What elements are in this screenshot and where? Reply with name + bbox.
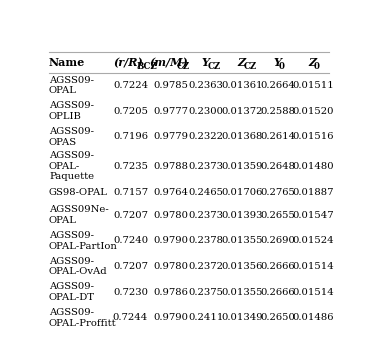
Text: 0.01480: 0.01480	[292, 162, 334, 171]
Text: 0.9780: 0.9780	[153, 262, 188, 271]
Text: 0.2765: 0.2765	[260, 188, 295, 197]
Text: 0.2373: 0.2373	[189, 211, 224, 220]
Text: AGSS09-
OPAL-PartIon: AGSS09- OPAL-PartIon	[49, 231, 118, 251]
Text: 0.01486: 0.01486	[292, 313, 334, 322]
Text: 0.01516: 0.01516	[292, 132, 334, 141]
Text: 0.2588: 0.2588	[260, 107, 295, 116]
Text: 0.01349: 0.01349	[221, 313, 263, 322]
Text: GS98-OPAL: GS98-OPAL	[49, 188, 108, 197]
Text: 0.2378: 0.2378	[189, 236, 224, 245]
Text: 0.2373: 0.2373	[189, 162, 224, 171]
Text: CZ: CZ	[207, 62, 221, 71]
Text: 0.01356: 0.01356	[221, 262, 263, 271]
Text: (r/R): (r/R)	[114, 57, 143, 68]
Text: AGSS09-
OPLIB: AGSS09- OPLIB	[49, 101, 94, 121]
Text: 0.2655: 0.2655	[260, 211, 295, 220]
Text: 0.2375: 0.2375	[189, 288, 224, 297]
Text: (m/M): (m/M)	[149, 57, 188, 68]
Text: 0.01355: 0.01355	[221, 236, 263, 245]
Text: 0: 0	[279, 62, 285, 71]
Text: 0.7196: 0.7196	[113, 132, 148, 141]
Text: 0.9790: 0.9790	[153, 313, 188, 322]
Text: 0.2666: 0.2666	[261, 288, 295, 297]
Text: 0.01514: 0.01514	[292, 262, 334, 271]
Text: 0.01524: 0.01524	[292, 236, 334, 245]
Text: 0.2614: 0.2614	[260, 132, 295, 141]
Text: 0.01368: 0.01368	[221, 132, 263, 141]
Text: 0.01361: 0.01361	[221, 81, 263, 90]
Text: 0.2666: 0.2666	[261, 262, 295, 271]
Text: 0.9790: 0.9790	[153, 236, 188, 245]
Text: Z: Z	[308, 57, 317, 68]
Text: 0.2648: 0.2648	[260, 162, 295, 171]
Text: 0.2363: 0.2363	[189, 81, 224, 90]
Text: 0.9785: 0.9785	[153, 81, 188, 90]
Text: 0.9780: 0.9780	[153, 211, 188, 220]
Text: 0.01355: 0.01355	[221, 288, 263, 297]
Text: 0.9764: 0.9764	[153, 188, 188, 197]
Text: 0.01359: 0.01359	[221, 162, 263, 171]
Text: AGSS09-
OPAL-DT: AGSS09- OPAL-DT	[49, 282, 95, 302]
Text: 0.9779: 0.9779	[153, 132, 188, 141]
Text: BCZ: BCZ	[137, 62, 157, 71]
Text: 0.2322: 0.2322	[189, 132, 224, 141]
Text: CZ: CZ	[177, 62, 190, 71]
Text: 0.2372: 0.2372	[189, 262, 224, 271]
Text: 0.9786: 0.9786	[153, 288, 188, 297]
Text: 0.7240: 0.7240	[113, 236, 148, 245]
Text: 0.01514: 0.01514	[292, 288, 334, 297]
Text: 0.9788: 0.9788	[153, 162, 188, 171]
Text: 0.01520: 0.01520	[292, 107, 334, 116]
Text: 0.2650: 0.2650	[260, 313, 295, 322]
Text: 0.01887: 0.01887	[292, 188, 334, 197]
Text: 0: 0	[314, 62, 320, 71]
Text: Y: Y	[202, 57, 210, 68]
Text: Y: Y	[273, 57, 281, 68]
Text: 0.01393: 0.01393	[221, 211, 263, 220]
Text: AGSS09-
OPAL: AGSS09- OPAL	[49, 76, 94, 95]
Text: 0.01511: 0.01511	[292, 81, 334, 90]
Text: AGSS09-
OPAL-OvAd: AGSS09- OPAL-OvAd	[49, 257, 108, 276]
Text: 0.7224: 0.7224	[113, 81, 148, 90]
Text: AGSS09Ne-
OPAL: AGSS09Ne- OPAL	[49, 205, 109, 225]
Text: 0.7235: 0.7235	[113, 162, 148, 171]
Text: AGSS09-
OPAL-Proffitt: AGSS09- OPAL-Proffitt	[49, 308, 117, 328]
Text: 0.7207: 0.7207	[113, 262, 148, 271]
Text: 0.7157: 0.7157	[113, 188, 148, 197]
Text: AGSS09-
OPAL-
Paquette: AGSS09- OPAL- Paquette	[49, 151, 94, 181]
Text: 0.01706: 0.01706	[221, 188, 263, 197]
Text: 0.2411: 0.2411	[189, 313, 224, 322]
Text: Name: Name	[49, 57, 85, 68]
Text: Z: Z	[238, 57, 246, 68]
Text: 0.01547: 0.01547	[292, 211, 334, 220]
Text: 0.01372: 0.01372	[221, 107, 263, 116]
Text: AGSS09-
OPAS: AGSS09- OPAS	[49, 127, 94, 147]
Text: 0.2465: 0.2465	[189, 188, 224, 197]
Text: 0.7244: 0.7244	[113, 313, 148, 322]
Text: 0.2664: 0.2664	[260, 81, 295, 90]
Text: 0.2300: 0.2300	[189, 107, 224, 116]
Text: 0.7207: 0.7207	[113, 211, 148, 220]
Text: 0.7205: 0.7205	[113, 107, 148, 116]
Text: 0.2690: 0.2690	[260, 236, 295, 245]
Text: 0.7230: 0.7230	[113, 288, 148, 297]
Text: 0.9777: 0.9777	[153, 107, 188, 116]
Text: CZ: CZ	[243, 62, 256, 71]
